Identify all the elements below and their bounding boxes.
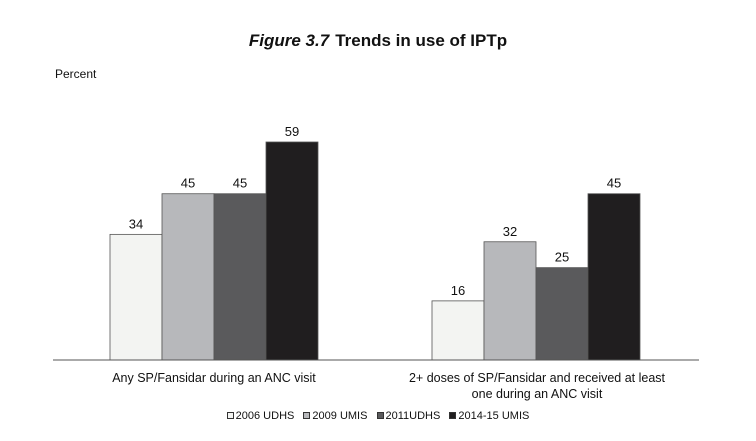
bar-2009-cat2 [483,241,537,361]
legend-swatch-2011 [376,412,384,419]
legend-label-2009: 2009 UMIS [312,410,368,422]
chart-title: Figure 3.7 Trends in use of IPTp [0,31,756,51]
bar-2011-cat1 [213,193,267,361]
value-label-2009-cat1: 45 [181,176,195,191]
legend-label-2011: 2011UDHS [385,410,441,422]
legend-item-2011: 2011UDHS [376,409,441,423]
legend-item-2009: 2009 UMIS [303,409,367,423]
legend-item-2014: 2014-15 UMIS [449,409,529,423]
legend-label-2014: 2014-15 UMIS [458,410,530,422]
category-label-1: Any SP/Fansidar during an ANC visit [112,371,316,385]
value-label-2006-cat1: 34 [129,216,143,231]
legend: 2006 UDHS 2009 UMIS 2011UDHS 2014-15 UMI… [0,409,756,423]
bars-group: 34 45 45 59 16 32 25 45 [109,124,641,361]
figure-title: Trends in use of IPTp [335,31,508,50]
bar-2014-cat2 [587,193,641,361]
bar-2006-cat2 [431,300,485,361]
bar-2006-cat1 [109,233,163,361]
value-label-2009-cat2: 32 [503,224,517,239]
legend-swatch-2006 [226,412,234,419]
legend-swatch-2009 [303,412,311,419]
bar-2014-cat1 [265,141,319,361]
figure-number: Figure 3.7 [248,31,330,50]
bar-2011-cat2 [535,267,589,361]
category-label-2: 2+ doses of SP/Fansidar and received at … [408,371,666,401]
y-axis-label: Percent [55,67,97,81]
legend-label-2006: 2006 UDHS [235,410,295,422]
value-label-2014-cat2: 45 [607,176,621,191]
legend-swatch-2014 [449,412,457,419]
value-label-2014-cat1: 59 [285,124,299,139]
value-label-2011-cat2: 25 [555,250,569,265]
value-label-2011-cat1: 45 [233,176,247,191]
value-label-2006-cat2: 16 [451,283,465,298]
bar-2009-cat1 [161,193,215,361]
legend-item-2006: 2006 UDHS [226,409,295,423]
